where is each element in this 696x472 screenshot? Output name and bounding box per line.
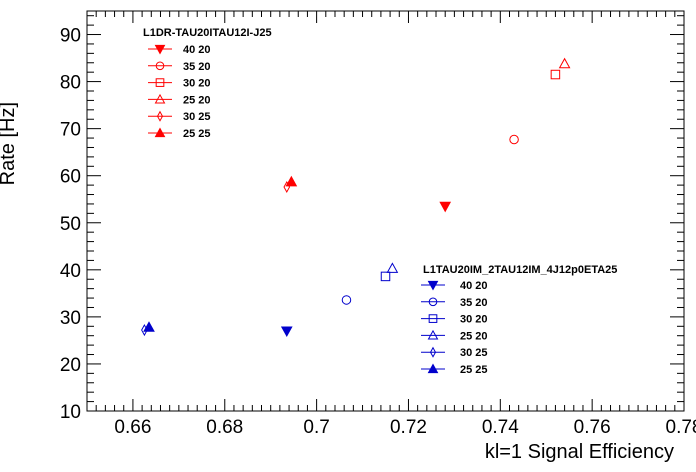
data-point [558, 57, 571, 69]
y-tick-label: 60 [60, 167, 81, 188]
legend-marker [154, 127, 166, 138]
x-tick-label: 0.76 [574, 417, 611, 438]
legend-label: 35 20 [183, 61, 211, 73]
y-tick-label: 50 [60, 214, 81, 235]
legend-label: 30 25 [460, 347, 488, 359]
legend-label: 30 25 [183, 111, 211, 123]
legend-marker [429, 346, 437, 358]
x-tick-label: 0.72 [390, 417, 427, 438]
x-tick-label: 0.68 [206, 417, 243, 438]
data-point [386, 262, 399, 273]
legend-label: 30 20 [460, 314, 488, 326]
plot-frame [86, 10, 685, 412]
x-axis: 0.66 0.68 0.7 0.72 0.74 0.76 0.78 [86, 11, 696, 438]
legend-label: 40 20 [183, 44, 211, 56]
legend-marker [155, 61, 165, 71]
y-tick-label: 90 [60, 26, 81, 47]
legend-label: 25 20 [183, 94, 211, 106]
x-tick-label: 0.66 [114, 417, 151, 438]
legend-marker [428, 297, 438, 307]
legend-marker [156, 110, 164, 122]
legend-label: 25 25 [460, 364, 488, 376]
legend-title: L1DR-TAU20ITAU12I-J25 [143, 27, 272, 39]
legend-title: L1TAU20IM_2TAU12IM_4J12p0ETA25 [423, 264, 617, 276]
y-tick-label: 20 [60, 355, 81, 376]
x-tick-label: 0.7 [303, 417, 329, 438]
y-axis-title: Rate [Hz] [0, 102, 19, 185]
x-tick-label: 0.74 [482, 417, 519, 438]
y-tick-label: 10 [60, 402, 81, 423]
data-point [380, 271, 391, 282]
y-tick-label: 80 [60, 73, 81, 94]
y-tick-label: 40 [60, 261, 81, 282]
y-axis: 10 20 30 40 50 60 70 80 90 [60, 15, 684, 423]
data-point [509, 134, 519, 145]
data-point [550, 69, 561, 80]
data-point [285, 175, 298, 187]
y-tick-label: 70 [60, 120, 81, 141]
data-points [141, 57, 571, 338]
y-tick-label: 30 [60, 308, 81, 329]
data-point [143, 321, 155, 332]
legend-label: 25 20 [460, 330, 488, 342]
legend-marker [427, 329, 439, 340]
legend-marker [154, 44, 166, 55]
data-point [341, 295, 352, 305]
legend-label: 40 20 [460, 280, 488, 292]
legend-marker [427, 280, 439, 291]
x-axis-title: kl=1 Signal Efficiency [485, 441, 674, 463]
x-tick-label: 0.78 [666, 417, 696, 438]
legend-l1tau: L1TAU20IM_2TAU12IM_4J12p0ETA25 40 20 35 20… [421, 264, 617, 376]
data-point [280, 326, 293, 338]
legend-marker [154, 93, 166, 104]
legend-marker [428, 314, 438, 323]
data-point [439, 201, 452, 213]
legend-label: 30 20 [183, 78, 211, 90]
legend-label: 35 20 [460, 297, 488, 309]
legend-l1dr: L1DR-TAU20ITAU12I-J25 40 20 35 20 30 20 25 2… [143, 27, 272, 140]
legend-marker [155, 78, 165, 87]
legend-label: 25 25 [183, 128, 211, 140]
legend-marker [427, 363, 439, 374]
